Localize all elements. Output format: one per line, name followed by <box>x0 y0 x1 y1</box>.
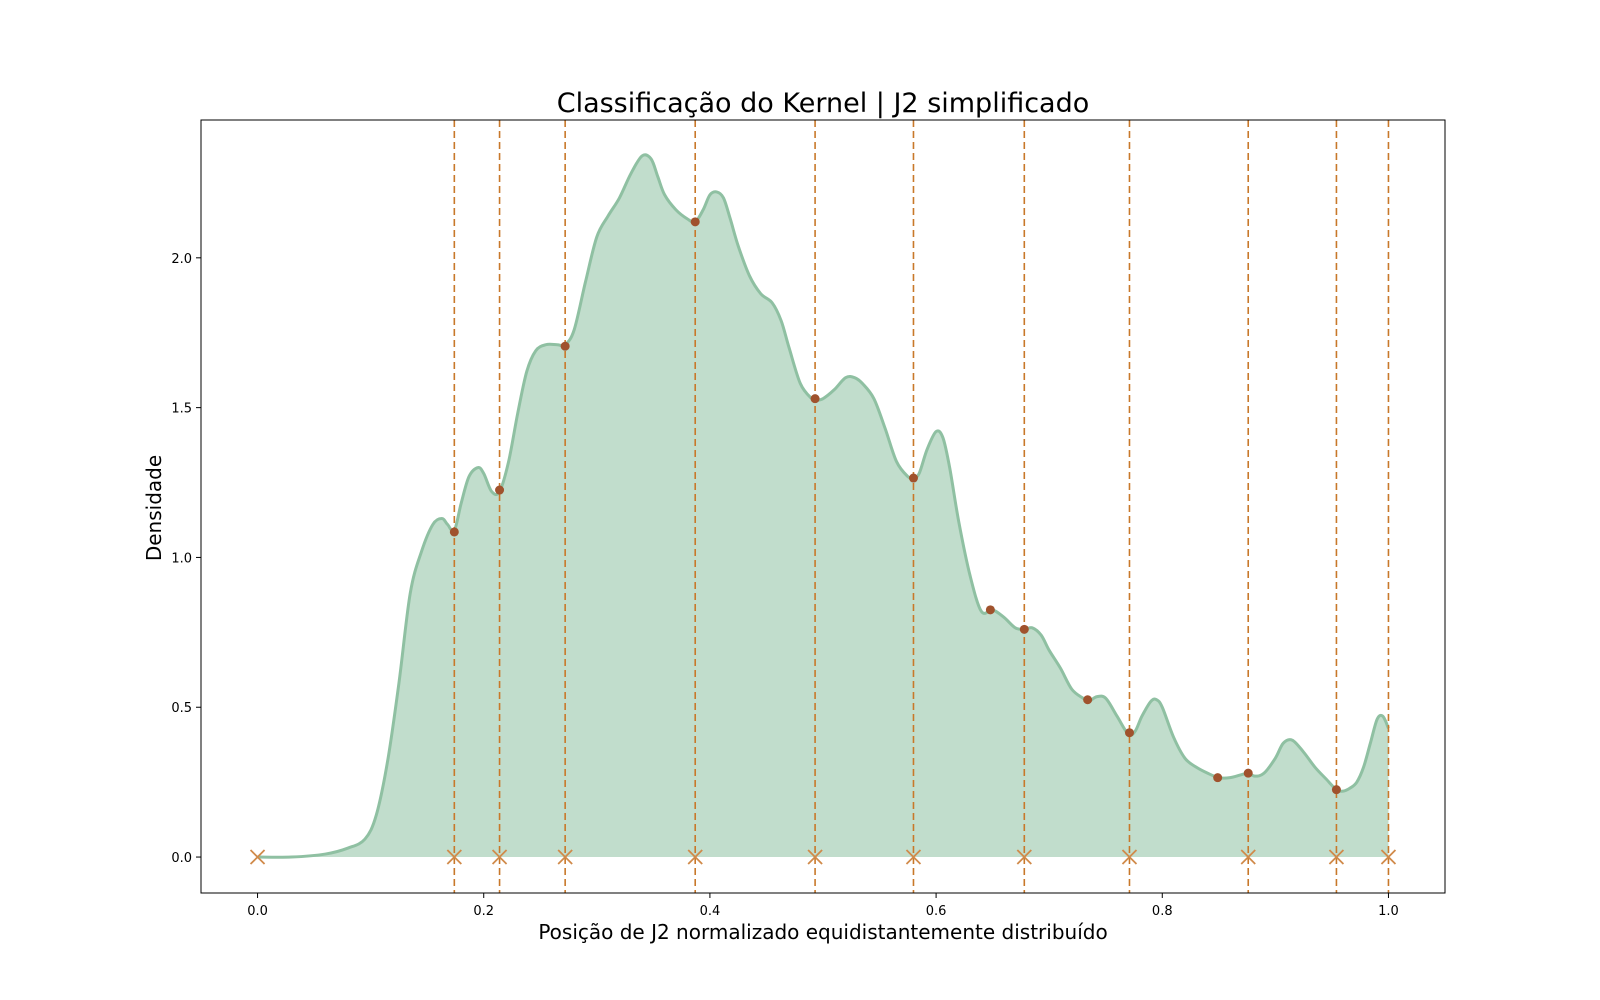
density-point <box>810 394 820 404</box>
x-axis: 0.0 0.2 0.4 0.6 0.8 1.0 <box>247 893 1399 919</box>
density-point <box>690 217 700 227</box>
x-tick-label: 0.2 <box>473 904 494 919</box>
y-tick-label: 1.0 <box>171 551 192 566</box>
x-marker-stroke <box>807 849 823 865</box>
density-point <box>1083 695 1093 705</box>
x-marker-stroke <box>1016 849 1032 865</box>
x-marker <box>249 849 266 865</box>
x-marker-stroke <box>905 849 922 865</box>
x-tick-label: 0.0 <box>247 904 268 919</box>
x-marker-stroke <box>557 849 573 865</box>
x-tick-label: 0.8 <box>1152 904 1173 919</box>
x-marker-stroke <box>446 849 462 865</box>
x-marker-stroke <box>1380 849 1397 865</box>
y-tick-label: 2.0 <box>171 252 192 267</box>
density-point <box>1243 768 1253 778</box>
density-area <box>257 154 1389 858</box>
x-marker <box>446 849 462 865</box>
x-marker <box>687 849 703 865</box>
density-point <box>908 473 918 483</box>
plot-area <box>249 120 1397 893</box>
x-marker <box>1328 849 1345 865</box>
y-tick-label: 0.5 <box>171 701 192 716</box>
density-point <box>1124 728 1134 738</box>
x-tick-label: 1.0 <box>1378 904 1399 919</box>
x-marker-stroke <box>687 849 703 865</box>
y-axis: 0.0 0.5 1.0 1.5 2.0 <box>171 252 201 866</box>
x-marker <box>1240 849 1256 865</box>
x-marker-stroke <box>1121 849 1138 865</box>
x-tick-label: 0.6 <box>926 904 947 919</box>
density-point <box>560 341 570 351</box>
x-marker-stroke <box>491 849 508 865</box>
x-marker-stroke <box>1328 849 1345 865</box>
y-tick-label: 1.5 <box>171 402 192 417</box>
x-marker <box>807 849 823 865</box>
density-point <box>985 605 995 615</box>
y-axis-label: Densidade <box>142 455 166 561</box>
chart-title: Classificação do Kernel | J2 simplificad… <box>557 88 1090 119</box>
x-marker <box>905 849 922 865</box>
x-marker-stroke <box>1240 849 1256 865</box>
density-point <box>1331 785 1341 795</box>
y-tick-label: 0.0 <box>171 851 192 866</box>
density-point <box>495 485 505 495</box>
x-tick-label: 0.4 <box>700 904 721 919</box>
x-marker <box>491 849 508 865</box>
density-point <box>1213 773 1223 783</box>
plot-frame <box>200 119 1446 894</box>
x-marker <box>557 849 573 865</box>
x-marker-stroke <box>249 849 266 865</box>
x-marker <box>1016 849 1032 865</box>
x-marker <box>1380 849 1397 865</box>
x-axis-label: Posição de J2 normalizado equidistanteme… <box>538 920 1107 944</box>
density-point <box>1019 624 1029 634</box>
x-marker <box>1121 849 1138 865</box>
density-point <box>449 527 459 537</box>
